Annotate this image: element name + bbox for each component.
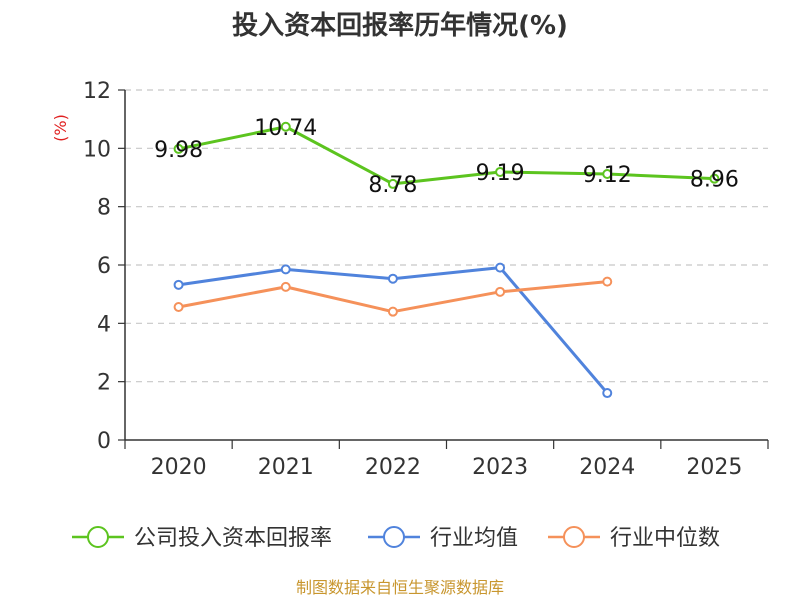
legend-label: 行业均值 (430, 526, 518, 551)
legend-item[interactable]: 行业均值 (368, 526, 518, 551)
data-label: 8.78 (368, 173, 417, 198)
data-point[interactable] (280, 264, 291, 275)
data-point[interactable] (602, 388, 613, 399)
data-point[interactable] (173, 279, 184, 290)
series-2 (173, 276, 613, 317)
legend: 公司投入资本回报率 行业均值 行业中位数 (72, 526, 720, 551)
y-tick-label: 8 (97, 196, 111, 221)
data-point[interactable] (280, 281, 291, 292)
y-tick-label: 4 (97, 312, 111, 337)
data-point[interactable] (495, 262, 506, 273)
series-1 (173, 262, 613, 399)
x-tick-label: 2021 (258, 455, 314, 480)
data-point[interactable] (280, 121, 291, 132)
data-label: 10.74 (254, 116, 317, 141)
data-point[interactable] (387, 273, 398, 284)
legend-item[interactable]: 公司投入资本回报率 (72, 526, 332, 551)
source-note: 制图数据来自恒生聚源数据库 (296, 578, 504, 597)
x-tick-label: 2024 (579, 455, 635, 480)
y-tick-label: 0 (97, 429, 111, 454)
series-line (178, 125, 715, 186)
data-point[interactable] (387, 178, 398, 189)
series-0: 9.98 10.74 8.78 9.19 9.12 8.96 (154, 116, 739, 198)
data-point[interactable] (602, 276, 613, 287)
y-axis-label: (%) (51, 114, 70, 142)
x-tick-label: 2025 (686, 455, 742, 480)
data-label: 8.96 (690, 168, 739, 193)
x-tick-label: 2020 (151, 455, 207, 480)
legend-label: 公司投入资本回报率 (134, 526, 332, 551)
chart-title: 投入资本回报率历年情况(%) (232, 10, 568, 41)
data-point[interactable] (495, 166, 506, 177)
data-label: 9.98 (154, 138, 203, 163)
data-label: 9.12 (583, 163, 632, 188)
legend-marker (563, 526, 585, 548)
data-point[interactable] (387, 306, 398, 317)
y-tick-label: 12 (83, 79, 111, 104)
series-layer: 9.98 10.74 8.78 9.19 9.12 8.96 (154, 116, 739, 399)
x-tick-label: 2023 (472, 455, 528, 480)
data-label: 9.19 (476, 161, 525, 186)
legend-item[interactable]: 行业中位数 (548, 526, 720, 551)
x-tick-label: 2022 (365, 455, 421, 480)
data-point[interactable] (495, 286, 506, 297)
y-tick-label: 2 (97, 371, 111, 396)
data-point[interactable] (173, 302, 184, 312)
grid-layer (125, 89, 768, 383)
y-tick-label: 6 (97, 254, 111, 279)
data-point[interactable] (709, 173, 720, 184)
data-point[interactable] (173, 143, 184, 154)
legend-marker (383, 526, 405, 548)
axis-layer: 0 2 4 6 8 10 12 2020 2021 2022 2023 2024 2025 (83, 79, 769, 480)
legend-label: 行业中位数 (610, 526, 720, 551)
y-tick-label: 10 (83, 137, 111, 162)
data-point[interactable] (602, 169, 613, 179)
legend-marker (87, 526, 109, 548)
